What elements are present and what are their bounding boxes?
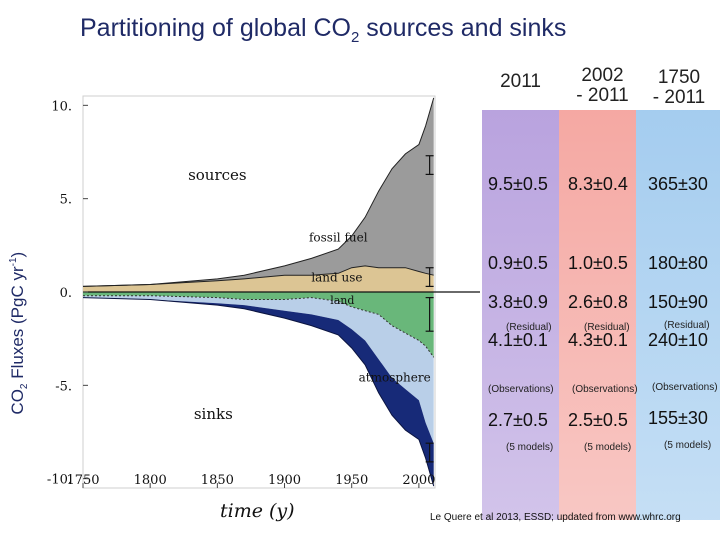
column-header-1750-2011: 1750- 2011 [652, 67, 706, 108]
value-land-2011: 3.8±0.9 [488, 292, 548, 312]
note-atmosphere-2002-2011: (Observations) [572, 384, 638, 395]
x-tick-label: 2000 [402, 473, 435, 488]
value-ocean-2011: 2.7±0.5 [488, 410, 548, 430]
y-tick-label: -10. [47, 473, 72, 488]
source-credit: Le Quere et al 2013, ESSD; updated from … [430, 512, 681, 523]
y-tick-label: 10. [51, 99, 72, 114]
y-tick-label: -5. [55, 379, 72, 394]
value-sources-2002-2011: 8.3±0.4 [568, 174, 628, 194]
note-atmosphere-2011: (Observations) [488, 384, 554, 395]
area-land [83, 292, 434, 358]
x-tick-label: 1800 [134, 473, 167, 488]
x-tick-label: 1850 [201, 473, 234, 488]
value-landuse-2002-2011: 1.0±0.5 [568, 253, 628, 273]
note-ocean-2002-2011: (5 models) [584, 442, 632, 453]
value-atmosphere-2011: 4.1±0.1 [488, 330, 548, 350]
value-land-2002-2011: 2.6±0.8 [568, 292, 628, 312]
area-label-sinks: sinks [194, 405, 233, 423]
value-ocean-2002-2011: 2.5±0.5 [568, 410, 628, 430]
y-tick-label: 0. [60, 286, 72, 301]
note-atmosphere-1750-2011: (Observations) [652, 382, 718, 393]
x-axis-label: time (y) [220, 500, 295, 522]
note-ocean-2011: (5 models) [506, 442, 554, 453]
column-2011-background [482, 110, 559, 520]
area-label-fossil-fuel: fossil fuel [309, 231, 368, 245]
value-ocean-1750-2011: 155±30 [648, 408, 708, 428]
line-land-use-top [82, 265, 434, 287]
note-land-2002-2011: (Residual) [584, 322, 630, 333]
area-label-sources: sources [188, 166, 247, 184]
note-ocean-1750-2011: (5 models) [664, 440, 712, 451]
note-land-2011: (Residual) [506, 322, 552, 333]
value-sources-2011: 9.5±0.5 [488, 174, 548, 194]
column-2002-2011-background [559, 110, 636, 520]
area-label-land-use: land use [311, 271, 362, 285]
x-tick-label: 1950 [335, 473, 368, 488]
line-total-sinks [82, 297, 435, 487]
area-label-atmosphere: atmosphere [359, 371, 431, 385]
column-header-2002-2011: 2002- 2011 [576, 65, 629, 106]
area-label-ocean: ocean [367, 453, 403, 467]
value-landuse-1750-2011: 180±80 [648, 253, 708, 273]
area-land-use [83, 265, 434, 292]
x-tick-label: 1750 [66, 473, 99, 488]
value-landuse-2011: 0.9±0.5 [488, 253, 548, 273]
value-atmosphere-1750-2011: 240±10 [648, 330, 708, 350]
x-tick-label: 1900 [268, 473, 301, 488]
value-sources-1750-2011: 365±30 [648, 174, 708, 194]
column-header-2011: 2011 [500, 71, 541, 92]
area-label-land: land [330, 294, 354, 307]
note-land-1750-2011: (Residual) [664, 320, 710, 331]
y-tick-label: 5. [60, 193, 72, 208]
line-land-sink [83, 295, 435, 358]
value-atmosphere-2002-2011: 4.3±0.1 [568, 330, 628, 350]
line-total-sources [82, 97, 435, 287]
value-land-1750-2011: 150±90 [648, 292, 708, 312]
column-1750-2011-background [636, 110, 720, 520]
page-title: Partitioning of global CO2 sources and s… [80, 14, 567, 46]
